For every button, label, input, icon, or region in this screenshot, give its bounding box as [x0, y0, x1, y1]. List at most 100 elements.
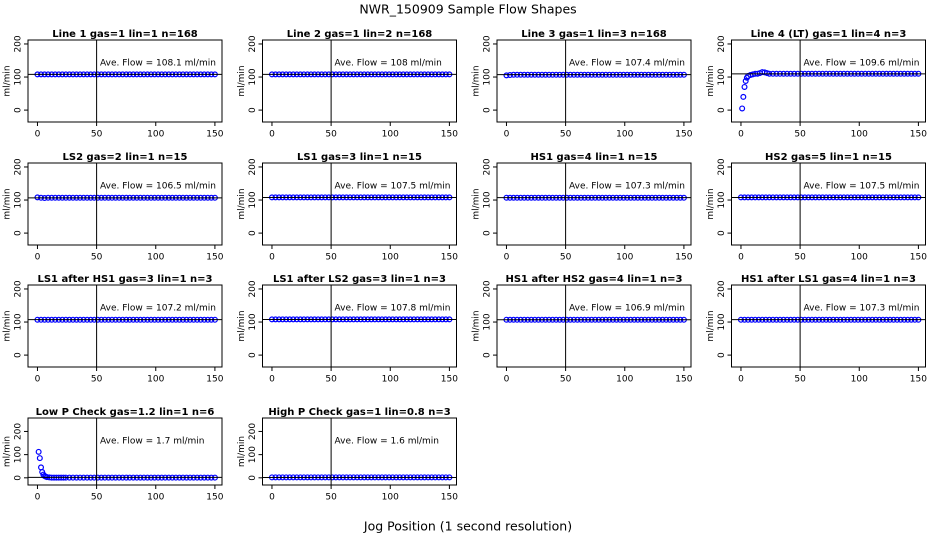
plot-frame	[731, 39, 926, 123]
x-tick-label: 50	[560, 375, 572, 385]
y-tick-label: 100	[248, 446, 258, 463]
x-tick-label: 0	[35, 130, 41, 140]
x-tick-label: 150	[910, 130, 927, 140]
plot-frame	[27, 284, 223, 368]
x-axis-label: Jog Position (1 second resolution)	[363, 519, 572, 534]
plot-frame	[27, 39, 223, 123]
panel: Line 2 gas=1 lin=2 n=168 0 50 100 150 0 100 200…	[237, 29, 458, 140]
y-tick-label: 200	[248, 423, 258, 440]
x-tick-label: 0	[269, 253, 275, 263]
annotation: Ave. Flow = 107.3 ml/min	[804, 304, 920, 314]
y-axis-label: ml/min	[706, 65, 716, 96]
y-axis-label: ml/min	[237, 188, 247, 219]
x-tick-label: 50	[325, 493, 337, 503]
y-tick-label: 0	[717, 230, 727, 236]
point	[503, 72, 510, 79]
panel-title: Line 4 (LT) gas=1 lin=4 n=3	[751, 29, 907, 40]
x-tick-label: 100	[147, 130, 164, 140]
y-axis-label: ml/min	[472, 65, 482, 96]
y-tick-label: 200	[483, 35, 493, 52]
annotation: Ave. Flow = 108.1 ml/min	[100, 59, 216, 69]
plot-frame	[731, 162, 926, 246]
y-axis-label: ml/min	[3, 188, 13, 219]
y-tick-label: 200	[248, 35, 258, 52]
y-tick-label: 200	[483, 158, 493, 175]
point	[740, 93, 747, 100]
x-tick-label: 100	[147, 375, 164, 385]
annotation: Ave. Flow = 1.7 ml/min	[100, 437, 204, 447]
plot-frame	[731, 284, 926, 368]
y-tick-label: 100	[248, 191, 258, 208]
plot-frame	[262, 417, 457, 486]
x-tick-label: 0	[504, 130, 510, 140]
panel-title: HS1 gas=4 lin=1 n=15	[531, 152, 658, 163]
plot-frame	[262, 39, 457, 123]
x-tick-label: 100	[851, 375, 868, 385]
x-tick-label: 100	[382, 375, 399, 385]
point	[741, 83, 748, 90]
panel-title: Line 1 gas=1 lin=1 n=168	[52, 29, 198, 40]
y-tick-label: 0	[483, 230, 493, 236]
x-tick-label: 0	[269, 130, 275, 140]
y-tick-label: 0	[248, 230, 258, 236]
x-tick-label: 50	[91, 493, 103, 503]
x-tick-label: 150	[206, 375, 223, 385]
x-tick-label: 50	[325, 130, 337, 140]
y-tick-label: 100	[14, 446, 24, 463]
y-tick-label: 0	[248, 475, 258, 481]
x-tick-label: 150	[206, 253, 223, 263]
point	[35, 448, 42, 455]
x-tick-label: 0	[35, 493, 41, 503]
x-tick-label: 150	[910, 253, 927, 263]
y-tick-label: 0	[483, 352, 493, 358]
plot-frame	[262, 162, 457, 246]
x-tick-label: 50	[91, 253, 103, 263]
plot-frame	[27, 417, 223, 486]
panel-title: HS2 gas=5 lin=1 n=15	[765, 152, 892, 163]
panel-title: HS1 after LS1 gas=4 lin=1 n=3	[741, 274, 916, 285]
plot-frame	[496, 162, 692, 246]
figure-title: NWR_150909 Sample Flow Shapes	[359, 2, 576, 17]
y-tick-label: 0	[14, 475, 24, 481]
y-axis-label: ml/min	[472, 310, 482, 341]
x-tick-label: 50	[560, 253, 572, 263]
x-tick-label: 100	[147, 493, 164, 503]
x-tick-label: 150	[441, 253, 458, 263]
y-tick-label: 100	[14, 313, 24, 330]
x-tick-label: 50	[794, 253, 806, 263]
y-axis-label: ml/min	[237, 310, 247, 341]
y-tick-label: 0	[14, 107, 24, 113]
x-tick-label: 100	[851, 130, 868, 140]
point	[36, 455, 43, 462]
x-tick-label: 50	[91, 130, 103, 140]
point	[742, 77, 749, 84]
y-axis-label: ml/min	[706, 310, 716, 341]
y-tick-label: 100	[717, 191, 727, 208]
x-tick-label: 100	[382, 130, 399, 140]
point	[739, 105, 746, 112]
x-tick-label: 0	[504, 375, 510, 385]
x-tick-label: 150	[206, 130, 223, 140]
plot-frame	[496, 39, 692, 123]
plot-frame	[27, 162, 223, 246]
y-tick-label: 200	[14, 280, 24, 297]
panel: HS1 gas=4 lin=1 n=15 0 50 100 150 0 100 200 ml/m…	[472, 152, 693, 263]
annotation: Ave. Flow = 107.5 ml/min	[335, 182, 451, 192]
annotation: Ave. Flow = 107.2 ml/min	[100, 304, 216, 314]
y-tick-label: 100	[14, 191, 24, 208]
y-tick-label: 0	[717, 352, 727, 358]
y-tick-label: 100	[483, 191, 493, 208]
y-tick-label: 200	[717, 35, 727, 52]
y-tick-label: 200	[717, 280, 727, 297]
panel-title: Low P Check gas=1.2 lin=1 n=6	[36, 407, 215, 418]
y-tick-label: 100	[717, 313, 727, 330]
annotation: Ave. Flow = 109.6 ml/min	[804, 59, 920, 69]
y-tick-label: 0	[717, 107, 727, 113]
x-tick-label: 150	[910, 375, 927, 385]
panel: Low P Check gas=1.2 lin=1 n=6 0 50 100 150 0 1…	[3, 407, 224, 503]
x-tick-label: 50	[560, 130, 572, 140]
y-axis-label: ml/min	[237, 65, 247, 96]
x-tick-label: 0	[35, 253, 41, 263]
y-tick-label: 200	[717, 158, 727, 175]
y-tick-label: 100	[483, 313, 493, 330]
